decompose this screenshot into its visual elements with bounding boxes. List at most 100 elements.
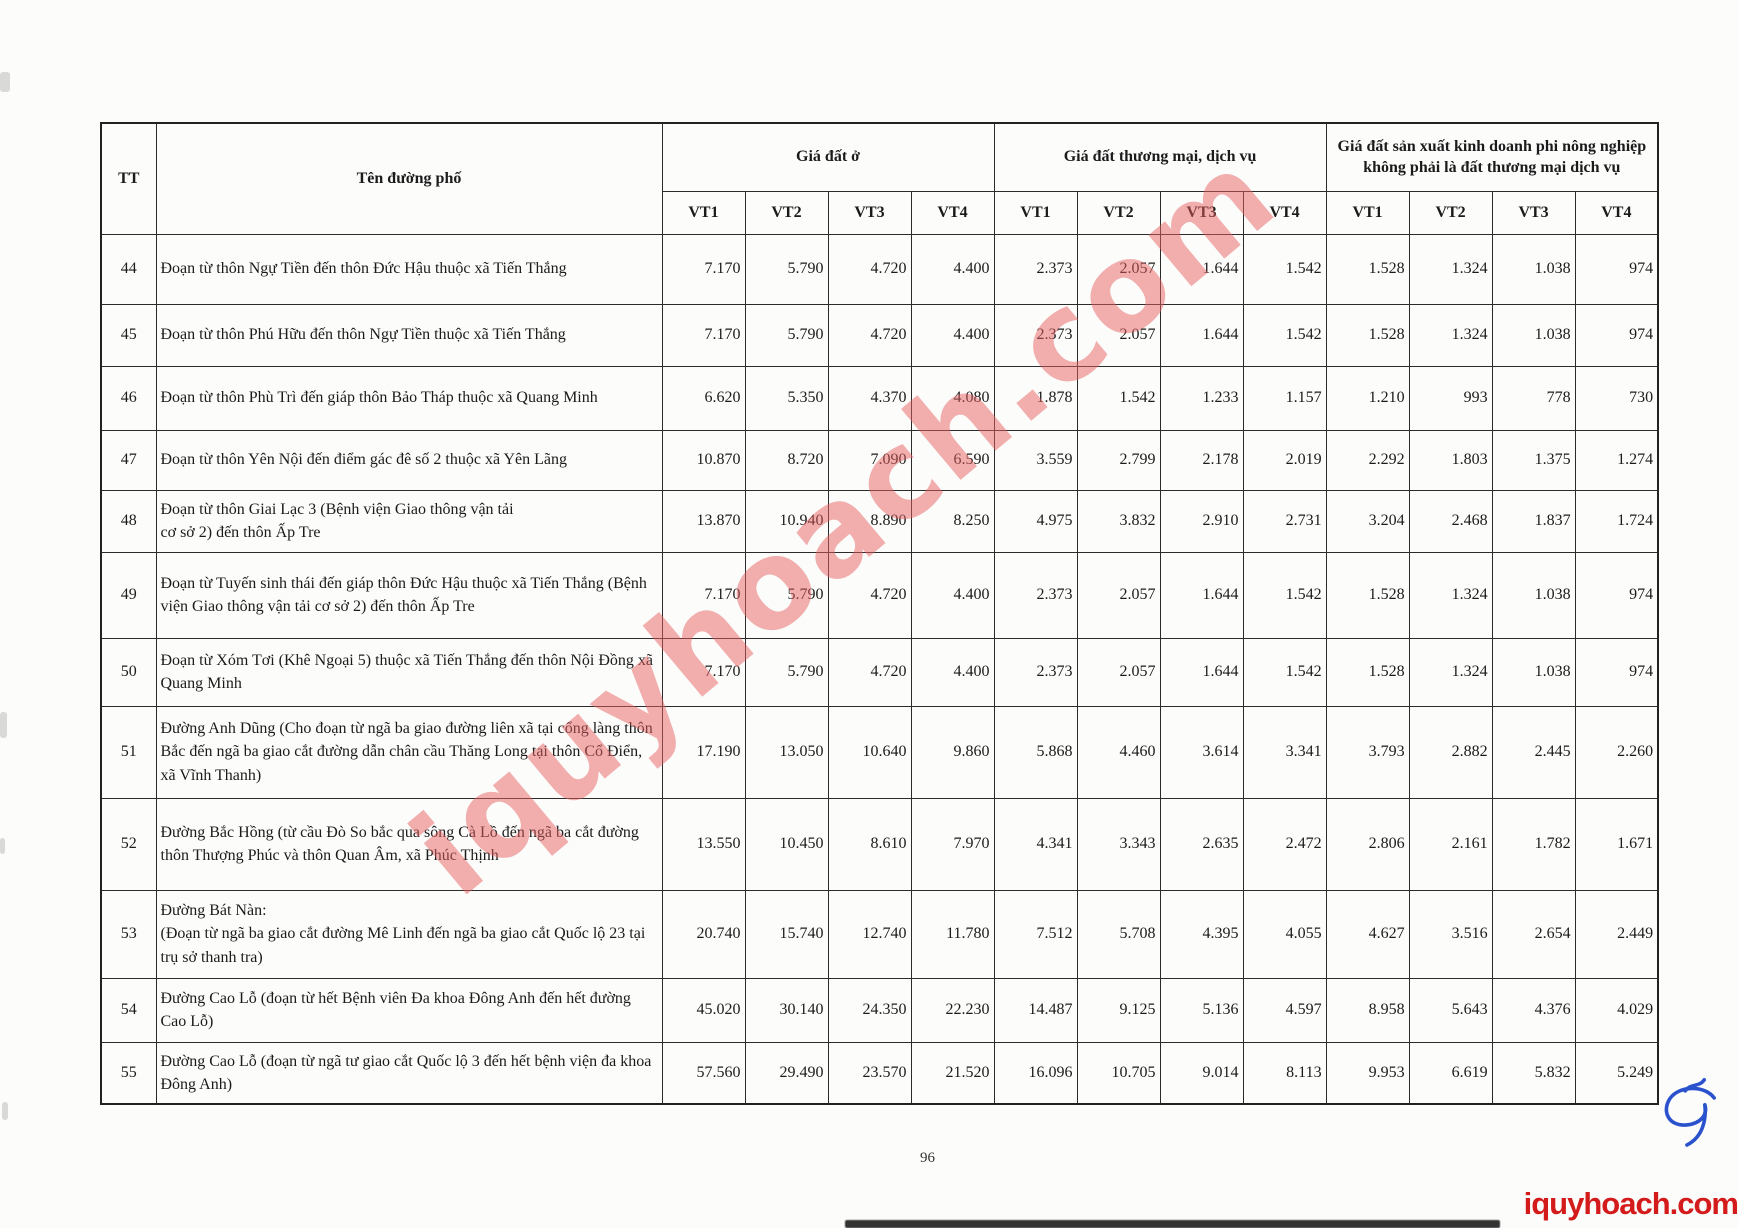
price-cell: 3.559 — [993, 429, 1078, 491]
header-tt: TT — [100, 122, 157, 235]
price-cell: 1.878 — [993, 365, 1078, 431]
price-cell: 1.542 — [1242, 637, 1327, 707]
price-cell: 3.341 — [1242, 705, 1327, 799]
price-cell: 1.038 — [1491, 233, 1576, 305]
price-cell: 1.782 — [1491, 797, 1576, 891]
price-cell: 7.512 — [993, 889, 1078, 979]
price-cell: 1.528 — [1325, 637, 1410, 707]
row-number: 50 — [100, 637, 157, 707]
table-row: 54 Đường Cao Lỗ (đoạn từ hết Bệnh viên Đ… — [100, 977, 1659, 1043]
price-cell: 6.620 — [661, 365, 746, 431]
price-cell: 4.400 — [910, 551, 995, 639]
price-cell: 1.528 — [1325, 551, 1410, 639]
price-cell: 7.090 — [827, 429, 912, 491]
price-cell: 29.490 — [744, 1041, 829, 1105]
scan-artifact — [2, 1102, 8, 1120]
price-cell: 4.627 — [1325, 889, 1410, 979]
price-cell: 7.170 — [661, 551, 746, 639]
table-row: 48 Đoạn từ thôn Giai Lạc 3 (Bệnh viện Gi… — [100, 489, 1659, 553]
row-number: 54 — [100, 977, 157, 1043]
price-cell: 5.643 — [1408, 977, 1493, 1043]
header-vt2: VT2 — [1076, 190, 1161, 235]
price-cell: 10.940 — [744, 489, 829, 553]
price-cell: 1.724 — [1574, 489, 1659, 553]
price-cell: 5.868 — [993, 705, 1078, 799]
table-row: 55 Đường Cao Lỗ (đoạn từ ngã tư giao cắt… — [100, 1041, 1659, 1105]
price-cell: 993 — [1408, 365, 1493, 431]
price-cell: 2.731 — [1242, 489, 1327, 553]
table-row: 46 Đoạn từ thôn Phù Trì đến giáp thôn Bả… — [100, 365, 1659, 431]
scan-artifact — [0, 712, 7, 738]
price-cell: 2.373 — [993, 303, 1078, 367]
price-cell: 1.671 — [1574, 797, 1659, 891]
price-cell: 4.400 — [910, 637, 995, 707]
price-cell: 2.373 — [993, 233, 1078, 305]
price-cell: 2.373 — [993, 637, 1078, 707]
price-cell: 1.324 — [1408, 551, 1493, 639]
price-cell: 2.472 — [1242, 797, 1327, 891]
price-cell: 13.550 — [661, 797, 746, 891]
price-cell: 2.910 — [1159, 489, 1244, 553]
street-name: Đường Bát Nàn: (Đoạn từ ngã ba giao cắt … — [155, 889, 663, 979]
price-cell: 9.014 — [1159, 1041, 1244, 1105]
header-vt2: VT2 — [1408, 190, 1493, 235]
price-cell: 974 — [1574, 303, 1659, 367]
price-cell: 8.113 — [1242, 1041, 1327, 1105]
price-cell: 4.400 — [910, 233, 995, 305]
price-cell: 10.705 — [1076, 1041, 1161, 1105]
street-name: Đường Cao Lỗ (đoạn từ ngã tư giao cắt Qu… — [155, 1041, 663, 1105]
price-cell: 2.292 — [1325, 429, 1410, 491]
price-cell: 974 — [1574, 233, 1659, 305]
price-cell: 5.832 — [1491, 1041, 1576, 1105]
row-number: 53 — [100, 889, 157, 979]
price-cell: 2.161 — [1408, 797, 1493, 891]
price-cell: 4.460 — [1076, 705, 1161, 799]
price-cell: 4.720 — [827, 637, 912, 707]
row-number: 45 — [100, 303, 157, 367]
price-cell: 21.520 — [910, 1041, 995, 1105]
street-name: Đoạn từ thôn Phú Hữu đến thôn Ngự Tiền t… — [155, 303, 663, 367]
price-cell: 16.096 — [993, 1041, 1078, 1105]
price-cell: 1.528 — [1325, 303, 1410, 367]
price-cell: 2.635 — [1159, 797, 1244, 891]
price-cell: 4.720 — [827, 303, 912, 367]
price-cell: 5.136 — [1159, 977, 1244, 1043]
street-name: Đoạn từ thôn Giai Lạc 3 (Bệnh viện Giao … — [155, 489, 663, 553]
price-cell: 2.799 — [1076, 429, 1161, 491]
price-cell: 11.780 — [910, 889, 995, 979]
price-cell: 5.350 — [744, 365, 829, 431]
price-cell: 10.640 — [827, 705, 912, 799]
street-name: Đoạn từ Xóm Tơi (Khê Ngoại 5) thuộc xã T… — [155, 637, 663, 707]
street-name: Đường Anh Dũng (Cho đoạn từ ngã ba giao … — [155, 705, 663, 799]
price-cell: 4.400 — [910, 303, 995, 367]
price-cell: 1.274 — [1574, 429, 1659, 491]
price-cell: 7.970 — [910, 797, 995, 891]
price-cell: 7.170 — [661, 637, 746, 707]
price-cell: 8.720 — [744, 429, 829, 491]
price-cell: 23.570 — [827, 1041, 912, 1105]
footer-logo: iquyhoach.com — [1523, 1186, 1738, 1221]
price-cell: 778 — [1491, 365, 1576, 431]
price-cell: 4.080 — [910, 365, 995, 431]
street-name: Đoạn từ Tuyến sinh thái đến giáp thôn Đứ… — [155, 551, 663, 639]
price-cell: 2.057 — [1076, 233, 1161, 305]
price-cell: 14.487 — [993, 977, 1078, 1043]
price-cell: 4.341 — [993, 797, 1078, 891]
price-cell: 1.644 — [1159, 551, 1244, 639]
row-number: 55 — [100, 1041, 157, 1105]
price-cell: 5.790 — [744, 637, 829, 707]
street-name: Đường Bắc Hồng (từ cầu Đò So bắc qua sôn… — [155, 797, 663, 891]
price-cell: 1.233 — [1159, 365, 1244, 431]
row-number: 46 — [100, 365, 157, 431]
price-cell: 2.178 — [1159, 429, 1244, 491]
street-name: Đoạn từ thôn Phù Trì đến giáp thôn Bảo T… — [155, 365, 663, 431]
price-cell: 1.542 — [1242, 233, 1327, 305]
price-cell: 9.953 — [1325, 1041, 1410, 1105]
price-cell: 8.958 — [1325, 977, 1410, 1043]
price-cell: 4.720 — [827, 551, 912, 639]
price-cell: 17.190 — [661, 705, 746, 799]
header-vt3: VT3 — [1491, 190, 1576, 235]
price-cell: 4.597 — [1242, 977, 1327, 1043]
price-cell: 1.324 — [1408, 637, 1493, 707]
price-cell: 4.720 — [827, 233, 912, 305]
